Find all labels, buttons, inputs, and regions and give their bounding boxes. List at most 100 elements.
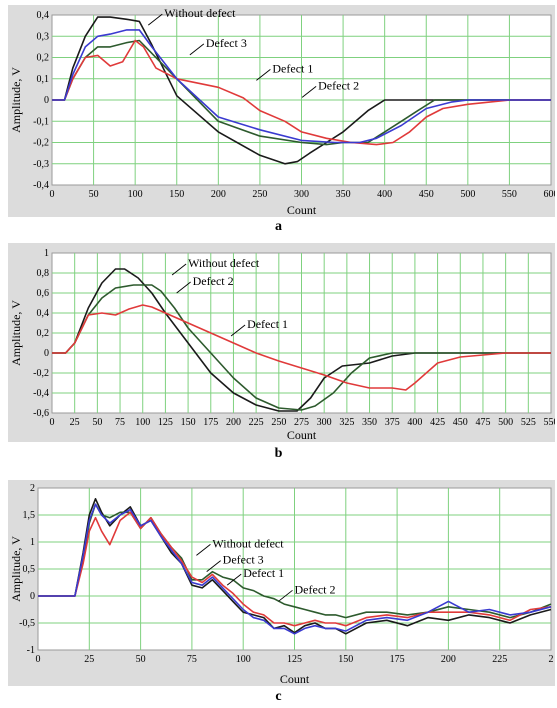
series-line-defect-3 (52, 39, 551, 146)
y-axis-label: Amplitude, V (9, 67, 23, 133)
annotation-pointer (256, 69, 271, 81)
y-tick-label: 0 (44, 348, 49, 359)
x-tick-label: 375 (385, 417, 400, 428)
panel-label-c: c (275, 689, 282, 704)
x-tick-label: 50 (89, 189, 99, 200)
y-tick-label: -0,2 (33, 138, 49, 149)
panel-label-a: a (275, 219, 282, 234)
chart-panel-b: 0 25 50 75 100 125 150 175 200 225 250 275 300 325 350… (8, 243, 555, 442)
x-tick-label: 100 (128, 189, 143, 200)
x-tick-label: 200 (226, 417, 241, 428)
y-axis-label: Amplitude, V (9, 536, 23, 602)
chart-a-svg: 0 50 100 150 200 250 300 350 400 450 500 550 600 0,4 0… (9, 6, 556, 217)
x-tick-label: 500 (460, 189, 475, 200)
x-tick-label: 175 (390, 654, 405, 665)
annotation-pointer (189, 43, 205, 56)
x-tick-label: 100 (236, 654, 251, 665)
annotation-pointer (226, 573, 242, 586)
y-tick-label: 0 (44, 95, 49, 106)
y-tick-label: 0,1 (37, 74, 50, 85)
y-tick-label: 1 (30, 537, 35, 548)
x-tick-label: 550 (502, 189, 517, 200)
x-tick-label: 200 (441, 654, 456, 665)
y-tick-label: 0,3 (37, 31, 50, 42)
chart-c-svg: 0 25 50 75 100 125 150 175 200 225 2 2 1,5 1 0,5 0 -0,5 -… (9, 483, 554, 686)
x-tick-label: 500 (498, 417, 513, 428)
panel-label-b: b (274, 446, 283, 461)
y-tick-label: 1,5 (23, 510, 36, 521)
x-tick-label: 250 (252, 189, 267, 200)
x-tick-label: 175 (203, 417, 218, 428)
annotation-label: Defect 2 (318, 78, 359, 92)
y-tick-label: -0,4 (33, 388, 49, 399)
x-axis-label: Count (287, 428, 317, 442)
y-tick-label: -0,3 (33, 159, 49, 170)
x-tick-label: 100 (135, 417, 150, 428)
x-tick-label: 325 (339, 417, 354, 428)
y-axis-label: Amplitude, V (9, 300, 23, 366)
x-tick-label: 125 (158, 417, 173, 428)
x-tick-label: 400 (407, 417, 422, 428)
x-axis-label: Count (280, 672, 310, 686)
series-line-defect-1 (38, 511, 552, 627)
y-tick-label: -0,6 (33, 408, 49, 419)
x-tick-label: 425 (430, 417, 445, 428)
x-tick-label: 150 (181, 417, 196, 428)
annotation-label: Defect 3 (223, 553, 264, 567)
y-tick-label: -1 (27, 645, 35, 656)
x-tick-label: 0 (36, 654, 41, 665)
annotation-label: Defect 1 (243, 566, 284, 580)
x-tick-label: 600 (544, 189, 556, 200)
x-tick-label: 225 (249, 417, 264, 428)
series-line-defect-2 (38, 503, 552, 635)
annotation-label: Defect 1 (272, 61, 313, 75)
series-line-defect-1 (52, 39, 551, 146)
annotation-label: Without defect (212, 536, 284, 550)
x-tick-label: 400 (377, 189, 392, 200)
x-tick-label: 550 (544, 417, 556, 428)
x-tick-label: 350 (336, 189, 351, 200)
annotation-label: Without defect (188, 256, 260, 270)
y-tick-label: 0,5 (23, 564, 36, 575)
x-tick-label: 525 (521, 417, 536, 428)
annotation-label: Defect 2 (193, 274, 234, 288)
annotation-label: Defect 1 (247, 317, 288, 331)
x-tick-label: 0 (50, 189, 55, 200)
y-tick-label: 0 (30, 591, 35, 602)
annotation-pointer (230, 324, 246, 337)
x-tick-label: 475 (475, 417, 490, 428)
chart-b-svg: 0 25 50 75 100 125 150 175 200 225 250 275 300 325 350… (9, 248, 556, 442)
x-tick-label: 300 (317, 417, 332, 428)
y-tick-label: -0,4 (33, 180, 49, 191)
annotation-label: Defect 2 (295, 582, 336, 596)
y-tick-label: -0,2 (33, 368, 49, 379)
y-tick-label: 0,6 (37, 288, 50, 299)
x-tick-label: 450 (453, 417, 468, 428)
annotation-pointer (206, 560, 221, 572)
series-line-defect-1 (52, 304, 551, 391)
chart-panel-c: 0 25 50 75 100 125 150 175 200 225 2 2 1,5 1 0,5 0 -0,5 -… (8, 480, 555, 686)
x-tick-label: 2 (549, 654, 554, 665)
x-tick-label: 450 (419, 189, 434, 200)
annotation-pointer (278, 589, 293, 602)
series-line-defect-2 (52, 29, 551, 144)
x-tick-label: 350 (362, 417, 377, 428)
x-tick-label: 50 (136, 654, 146, 665)
x-tick-label: 150 (169, 189, 184, 200)
x-tick-label: 0 (50, 417, 55, 428)
x-tick-label: 250 (271, 417, 286, 428)
y-tick-label: 0,8 (37, 268, 50, 279)
x-tick-label: 125 (287, 654, 302, 665)
y-tick-label: 2 (30, 483, 35, 494)
y-tick-label: 0,2 (37, 328, 50, 339)
annotation-pointer (147, 13, 163, 26)
annotation-pointer (171, 263, 187, 276)
x-tick-label: 75 (115, 417, 125, 428)
x-tick-label: 300 (294, 189, 309, 200)
series-line-defect-2 (52, 284, 551, 411)
series-line-without-defect (52, 16, 551, 165)
annotation-pointer (176, 281, 191, 294)
chart-panel-a: 0 50 100 150 200 250 300 350 400 450 500 550 600 0,4 0… (8, 5, 555, 217)
y-tick-label: 0,4 (37, 10, 50, 21)
annotation-pointer (196, 544, 211, 556)
